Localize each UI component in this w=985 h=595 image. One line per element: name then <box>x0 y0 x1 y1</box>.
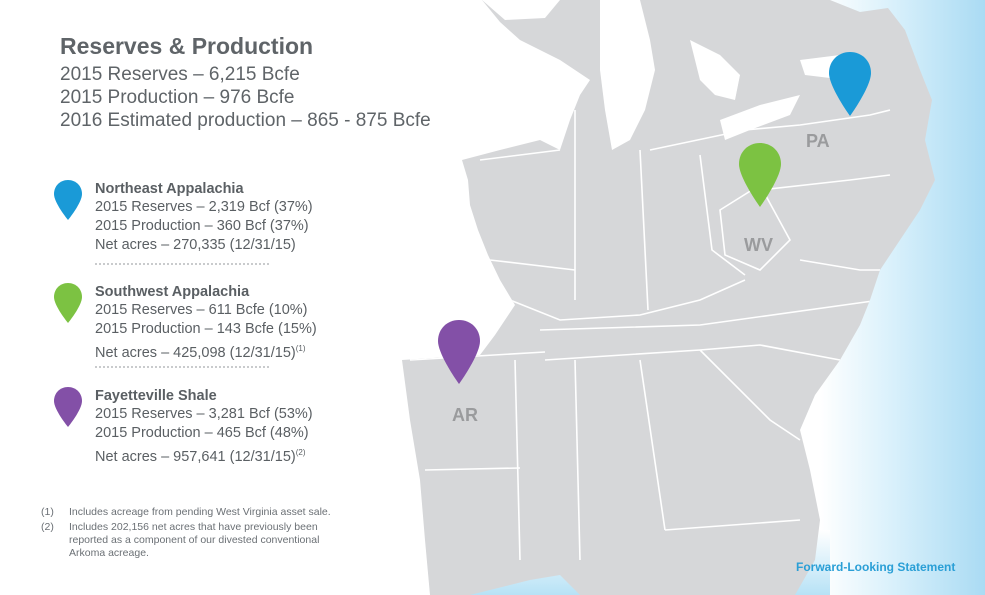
region-production: 2015 Production – 465 Bcf (48%) <box>95 425 309 441</box>
footnote-ref: (1) <box>295 344 306 353</box>
map-pin-ar[interactable] <box>438 320 480 384</box>
net-acres-value: Net acres – 425,098 (12/31/15) <box>95 345 296 361</box>
footnote-1: (1) Includes acreage from pending West V… <box>41 506 351 519</box>
section-divider <box>95 366 269 368</box>
great-lakes <box>482 0 860 150</box>
state-label-pa: PA <box>806 131 830 151</box>
state-borders <box>409 109 891 561</box>
map-pin-pa[interactable] <box>829 52 871 116</box>
region-name: Southwest Appalachia <box>95 284 250 300</box>
region-net-acres: Net acres – 270,335 (12/31/15) <box>95 236 313 255</box>
map-pin-wv[interactable] <box>739 143 781 207</box>
footnotes: (1) Includes acreage from pending West V… <box>41 506 351 562</box>
map-pin-icon <box>54 387 82 427</box>
footnote-text: Includes acreage from pending West Virgi… <box>69 506 331 518</box>
region-name: Northeast Appalachia <box>95 181 244 197</box>
summary-production: 2015 Production – 976 Bcfe <box>60 87 295 108</box>
region-name: Fayetteville Shale <box>95 388 217 404</box>
region-reserves: 2015 Reserves – 2,319 Bcf (37%) <box>95 199 313 215</box>
footnote-number: (1) <box>41 506 54 518</box>
map-pin-icon <box>54 283 82 323</box>
state-label-ar: AR <box>452 405 478 425</box>
region-net-acres: Net acres – 957,641 (12/31/15)(2) <box>95 443 313 467</box>
region-net-acres: Net acres – 425,098 (12/31/15)(1) <box>95 339 317 363</box>
region-reserves: 2015 Reserves – 611 Bcfe (10%) <box>95 302 308 318</box>
footnote-number: (2) <box>41 521 54 533</box>
footnote-ref: (2) <box>295 448 306 457</box>
land-mass <box>402 0 935 595</box>
region-production: 2015 Production – 360 Bcf (37%) <box>95 218 309 234</box>
summary-reserves: 2015 Reserves – 6,215 Bcfe <box>60 64 300 85</box>
region-reserves: 2015 Reserves – 3,281 Bcf (53%) <box>95 406 313 422</box>
net-acres-value: Net acres – 270,335 (12/31/15) <box>95 237 296 253</box>
footnote-2: (2) Includes 202,156 net acres that have… <box>41 521 351 560</box>
footnote-text: Includes 202,156 net acres that have pre… <box>69 521 320 559</box>
page-title: Reserves & Production <box>60 33 314 59</box>
section-divider <box>95 263 269 265</box>
net-acres-value: Net acres – 957,641 (12/31/15) <box>95 449 296 465</box>
state-label-wv: WV <box>744 235 773 255</box>
region-production: 2015 Production – 143 Bcfe (15%) <box>95 321 317 337</box>
map-pin-icon <box>54 180 82 220</box>
summary-estimated-production: 2016 Estimated production – 865 - 875 Bc… <box>60 110 431 131</box>
forward-looking-statement-link[interactable]: Forward-Looking Statement <box>796 560 956 574</box>
summary-block: 2015 Reserves – 6,215 Bcfe 2015 Producti… <box>60 63 431 132</box>
